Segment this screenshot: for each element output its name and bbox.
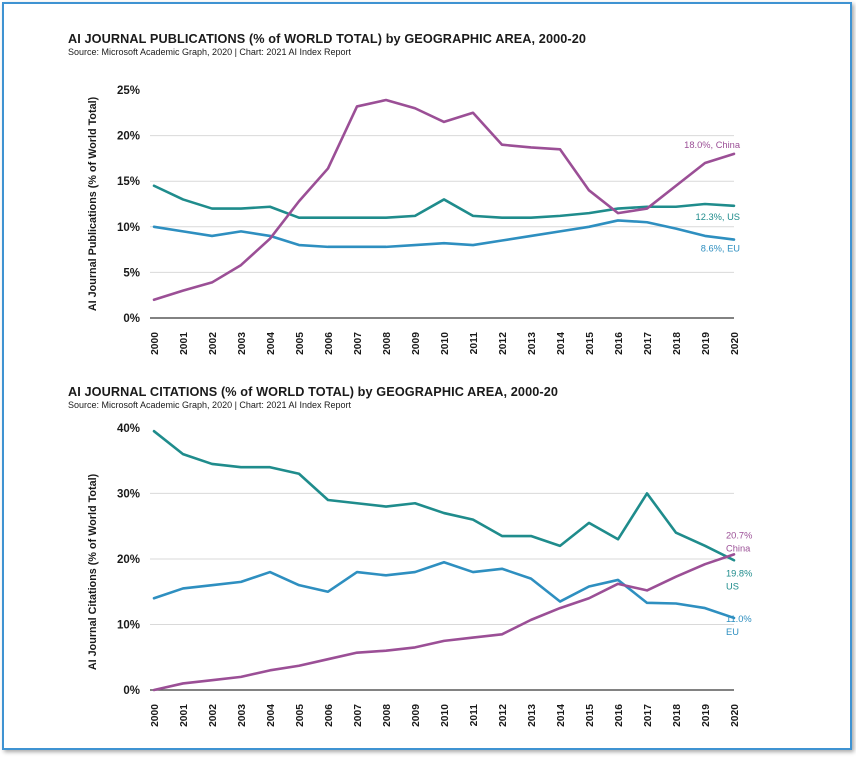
svg-text:2015: 2015 [585, 332, 596, 355]
svg-text:25%: 25% [117, 85, 140, 97]
svg-text:2002: 2002 [208, 704, 219, 727]
svg-text:2017: 2017 [643, 704, 654, 727]
svg-text:2001: 2001 [179, 332, 190, 355]
svg-text:15%: 15% [117, 176, 140, 188]
svg-text:2013: 2013 [527, 332, 538, 355]
svg-text:2006: 2006 [324, 332, 335, 355]
svg-text:2003: 2003 [237, 704, 248, 727]
svg-text:2020: 2020 [730, 704, 741, 727]
svg-text:18.0%, China: 18.0%, China [684, 140, 741, 150]
svg-text:11.0%: 11.0% [726, 614, 752, 624]
svg-text:8.6%, EU: 8.6%, EU [701, 244, 740, 254]
svg-text:2014: 2014 [556, 704, 567, 727]
svg-text:2002: 2002 [208, 332, 219, 355]
svg-text:30%: 30% [117, 488, 140, 500]
svg-text:2010: 2010 [440, 332, 451, 355]
svg-text:2004: 2004 [266, 704, 277, 727]
svg-text:2009: 2009 [411, 704, 422, 727]
svg-text:2018: 2018 [672, 704, 683, 727]
svg-text:2011: 2011 [469, 704, 480, 727]
svg-text:19.8%: 19.8% [726, 568, 752, 578]
svg-text:2016: 2016 [614, 332, 625, 355]
svg-text:2018: 2018 [672, 332, 683, 355]
svg-text:2005: 2005 [295, 704, 306, 727]
svg-text:AI Journal Citations (% of Wor: AI Journal Citations (% of World Total) [87, 473, 99, 670]
svg-text:2009: 2009 [411, 332, 422, 355]
svg-text:2007: 2007 [353, 704, 364, 727]
svg-text:2016: 2016 [614, 704, 625, 727]
svg-text:2006: 2006 [324, 704, 335, 727]
svg-text:EU: EU [726, 627, 739, 637]
svg-text:0%: 0% [123, 313, 140, 325]
svg-text:2005: 2005 [295, 332, 306, 355]
svg-text:2019: 2019 [701, 332, 712, 355]
svg-text:2000: 2000 [150, 332, 161, 355]
svg-text:2001: 2001 [179, 704, 190, 727]
svg-text:2019: 2019 [701, 704, 712, 727]
svg-text:40%: 40% [117, 423, 140, 435]
svg-text:0%: 0% [123, 685, 140, 697]
svg-text:2012: 2012 [498, 332, 509, 355]
svg-text:China: China [726, 543, 751, 553]
svg-text:10%: 10% [117, 222, 140, 234]
svg-text:2004: 2004 [266, 332, 277, 355]
svg-text:2015: 2015 [585, 704, 596, 727]
svg-text:2020: 2020 [730, 332, 741, 355]
svg-text:2007: 2007 [353, 332, 364, 355]
svg-text:US: US [726, 581, 739, 591]
svg-text:2010: 2010 [440, 704, 451, 727]
svg-text:2014: 2014 [556, 332, 567, 355]
svg-text:2017: 2017 [643, 332, 654, 355]
svg-text:12.3%, US: 12.3%, US [696, 212, 740, 222]
svg-text:2000: 2000 [150, 704, 161, 727]
svg-text:2008: 2008 [382, 704, 393, 727]
svg-text:2003: 2003 [237, 332, 248, 355]
svg-text:2008: 2008 [382, 332, 393, 355]
svg-text:2012: 2012 [498, 704, 509, 727]
svg-text:20.7%: 20.7% [726, 530, 752, 540]
svg-text:20%: 20% [117, 554, 140, 566]
svg-text:5%: 5% [123, 267, 140, 279]
svg-text:2011: 2011 [469, 332, 480, 355]
svg-text:2013: 2013 [527, 704, 538, 727]
svg-text:AI Journal Publications (% of: AI Journal Publications (% of World Tota… [87, 96, 99, 311]
svg-text:20%: 20% [117, 131, 140, 143]
svg-text:10%: 10% [117, 619, 140, 631]
